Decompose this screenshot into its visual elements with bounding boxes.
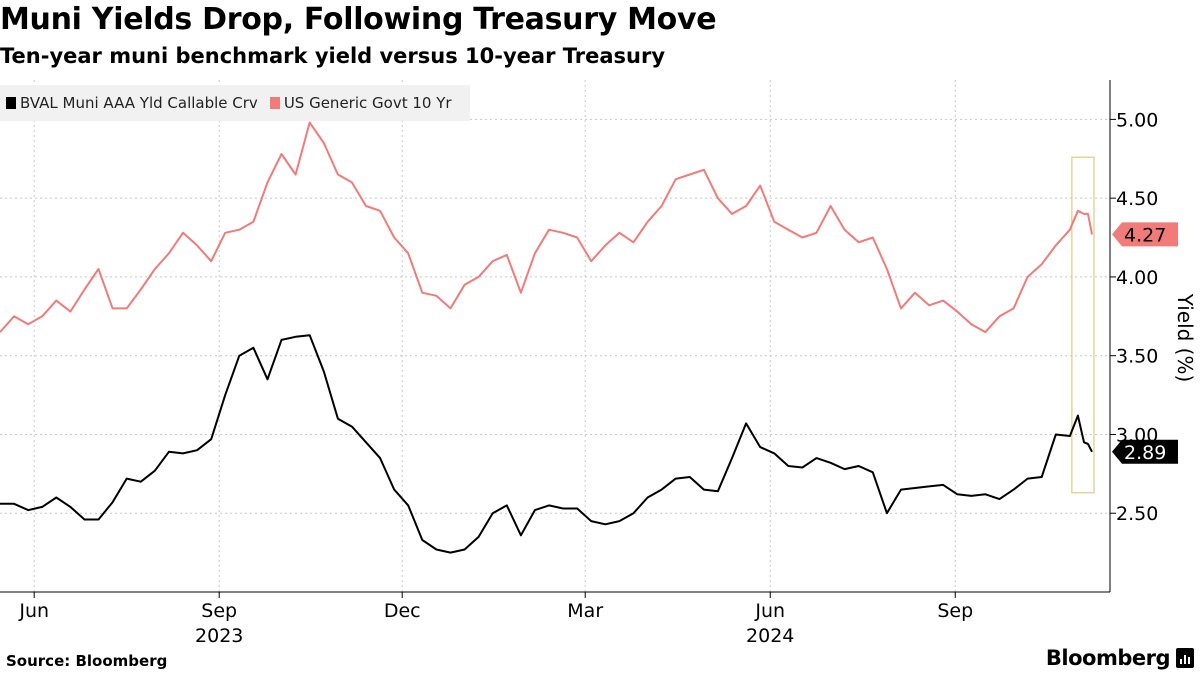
y-tick-label: 3.50 (1116, 346, 1158, 368)
last-value-tag-muni: 2.89 (1112, 439, 1178, 464)
y-tick-label: 4.00 (1116, 267, 1158, 289)
legend-swatch-muni (6, 97, 16, 109)
last-value-tag-bg (1112, 222, 1178, 247)
last-value-tag-treasury: 4.27 (1112, 222, 1178, 247)
label-layer: 2.89 4.27 (1112, 222, 1178, 464)
y-tick-label: 5.00 (1116, 109, 1158, 131)
last-value-tag-bg (1112, 439, 1178, 464)
last-value-tag-text: 2.89 (1124, 442, 1166, 464)
x-year-label: 2023 (195, 625, 243, 647)
legend-item-treasury: US Generic Govt 10 Yr (269, 94, 452, 112)
x-tick-label: Sep (201, 600, 237, 622)
x-tick-label: Jun (754, 600, 785, 622)
legend-swatch-treasury (269, 97, 280, 109)
x-tick-label: Sep (937, 600, 973, 622)
legend-label-muni: BVAL Muni AAA Yld Callable Crv (20, 94, 258, 112)
series-line-muni (0, 334, 1093, 554)
source-note: Source: Bloomberg (6, 652, 168, 670)
x-tick-label: Mar (567, 600, 603, 622)
grid-layer (0, 80, 1110, 592)
x-tick-label: Dec (384, 600, 421, 622)
bloomberg-terminal-icon (1176, 648, 1194, 668)
x-tick-label: Jun (18, 600, 49, 622)
legend: BVAL Muni AAA Yld Callable Crv US Generi… (0, 85, 470, 121)
bloomberg-logo: Bloomberg (1045, 646, 1171, 670)
last-value-tag-text: 4.27 (1124, 224, 1166, 246)
series-layer (0, 121, 1095, 554)
y-axis-title: Yield (%) (1173, 293, 1197, 383)
series-line-treasury (0, 121, 1093, 334)
x-year-label: 2024 (746, 625, 794, 647)
chart-title: Muni Yields Drop, Following Treasury Mov… (0, 2, 717, 37)
y-tick-label: 2.50 (1116, 503, 1158, 525)
legend-item-muni: BVAL Muni AAA Yld Callable Crv (6, 94, 258, 112)
highlight-box (1071, 156, 1095, 494)
y-tick-label: 4.50 (1116, 188, 1158, 210)
legend-label-treasury: US Generic Govt 10 Yr (283, 94, 452, 112)
chart-subtitle: Ten-year muni benchmark yield versus 10-… (0, 44, 666, 68)
